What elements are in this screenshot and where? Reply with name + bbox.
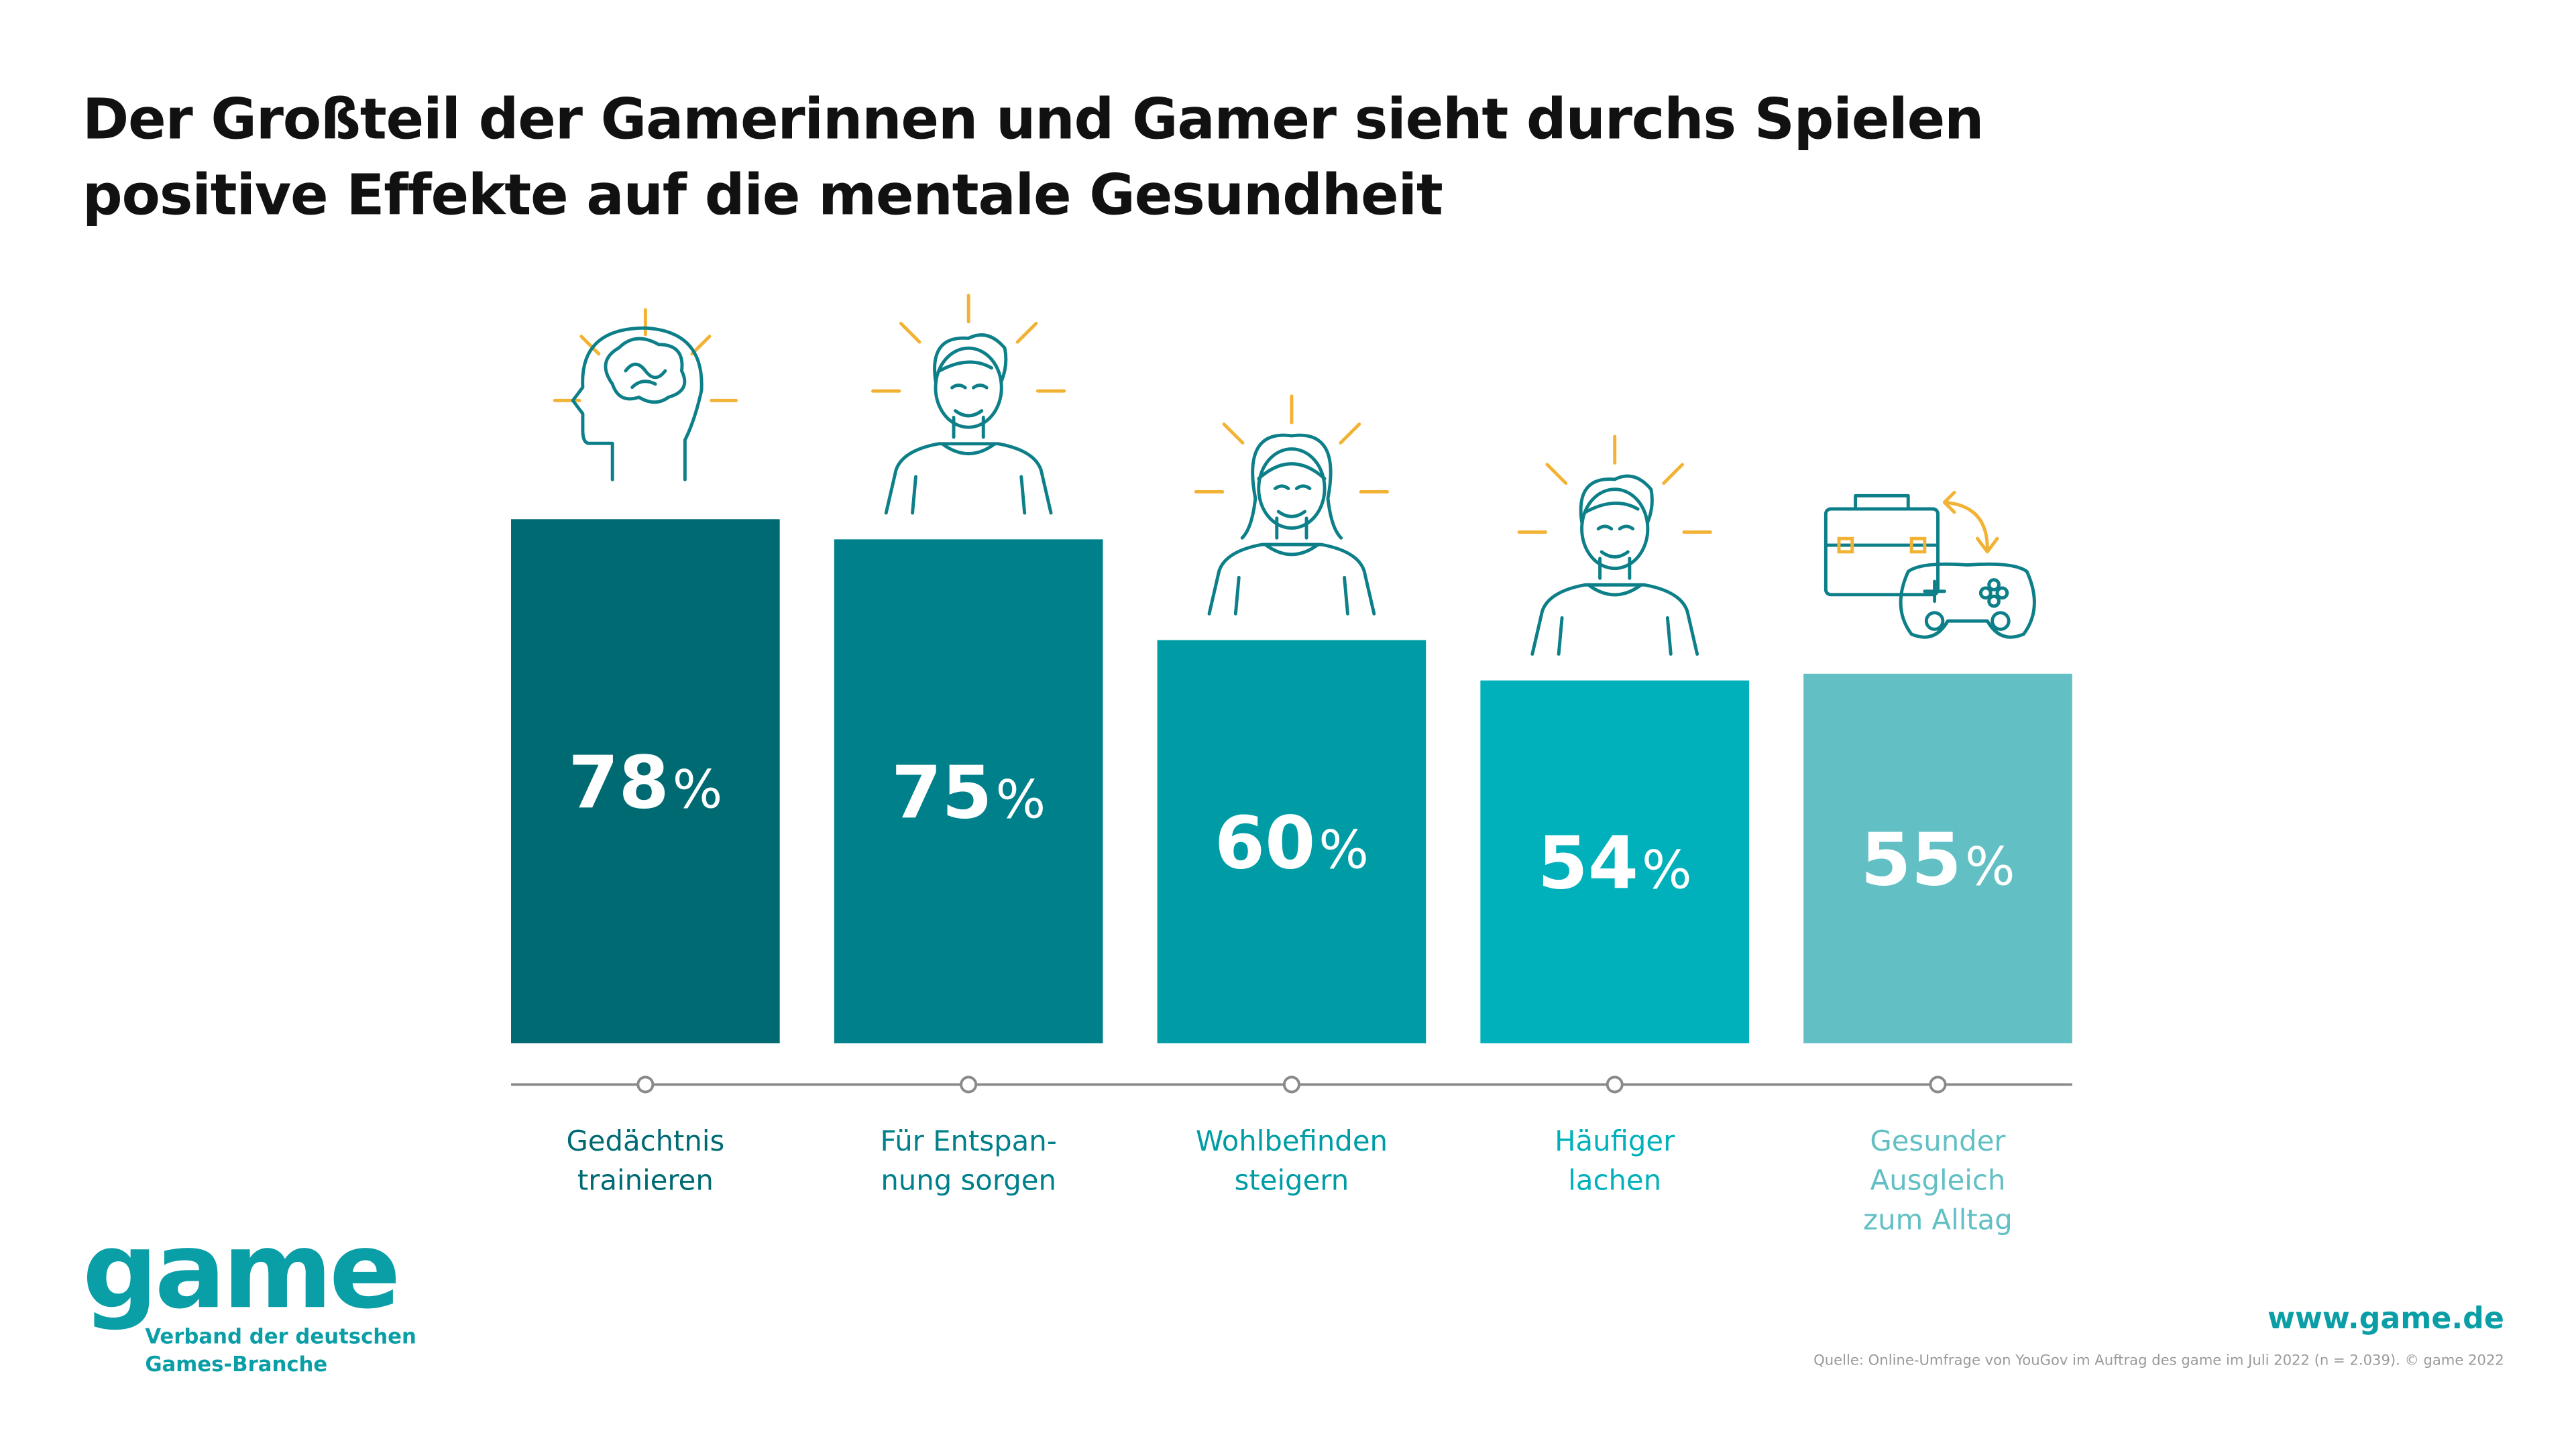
happy-woman-icon bbox=[1194, 394, 1389, 616]
briefcase-gamepad-icon bbox=[1824, 490, 2036, 639]
category-label-5-line-1: Gesunder bbox=[1870, 1124, 2006, 1157]
bar-4 bbox=[1480, 680, 1750, 1043]
category-label-5-line-3: zum Alltag bbox=[1863, 1204, 2013, 1236]
category-label-1-line-2: trainieren bbox=[577, 1164, 714, 1197]
axis-tick-5 bbox=[1929, 1076, 1947, 1094]
chart-title: Der Großteil der Gamerinnen und Gamer si… bbox=[82, 82, 2226, 234]
category-label-5-line-2: Ausgleich bbox=[1870, 1164, 2006, 1197]
axis-tick-4 bbox=[1606, 1076, 1624, 1094]
axis-tick-1 bbox=[636, 1076, 655, 1094]
category-label-2-line-2: nung sorgen bbox=[881, 1164, 1056, 1197]
value-label-1: 78% bbox=[568, 740, 722, 825]
logo-subtitle-line-2: Games-Branche bbox=[145, 1351, 328, 1377]
logo-subtitle-line-1: Verband der deutschen bbox=[145, 1323, 416, 1348]
axis-tick-2 bbox=[960, 1076, 978, 1094]
bar-2 bbox=[834, 539, 1103, 1043]
value-label-2: 75% bbox=[891, 751, 1046, 835]
category-label-3-line-1: Wohlbefinden bbox=[1196, 1124, 1388, 1157]
game-logo: game Verband der deutschen Games-Branche bbox=[82, 1211, 416, 1378]
bar-1 bbox=[511, 519, 780, 1043]
relaxed-man-icon bbox=[871, 294, 1066, 515]
logo-wordmark: game bbox=[82, 1211, 401, 1334]
category-label-4-line-1: Häufiger bbox=[1555, 1124, 1675, 1157]
title-line-2: positive Effekte auf die mentale Gesundh… bbox=[82, 163, 1443, 229]
category-label-2-line-1: Für Entspan- bbox=[880, 1124, 1056, 1157]
category-label-3-line-2: steigern bbox=[1235, 1164, 1349, 1197]
website-link[interactable]: www.game.de bbox=[2267, 1301, 2504, 1337]
value-label-3: 60% bbox=[1215, 801, 1369, 886]
brain-head-icon bbox=[553, 308, 738, 481]
bar-3 bbox=[1157, 640, 1426, 1043]
value-label-4: 54% bbox=[1538, 821, 1692, 906]
value-label-5: 55% bbox=[1860, 818, 2015, 903]
title-line-1: Der Großteil der Gamerinnen und Gamer si… bbox=[82, 87, 1984, 154]
category-label-1-line-1: Gedächtnis bbox=[566, 1124, 724, 1157]
laughing-man-icon bbox=[1517, 434, 1712, 656]
bar-5 bbox=[1803, 673, 2072, 1043]
axis-tick-3 bbox=[1282, 1076, 1300, 1094]
source-note: Quelle: Online-Umfrage von YouGov im Auf… bbox=[1813, 1353, 2504, 1370]
category-label-4-line-2: lachen bbox=[1568, 1164, 1661, 1197]
